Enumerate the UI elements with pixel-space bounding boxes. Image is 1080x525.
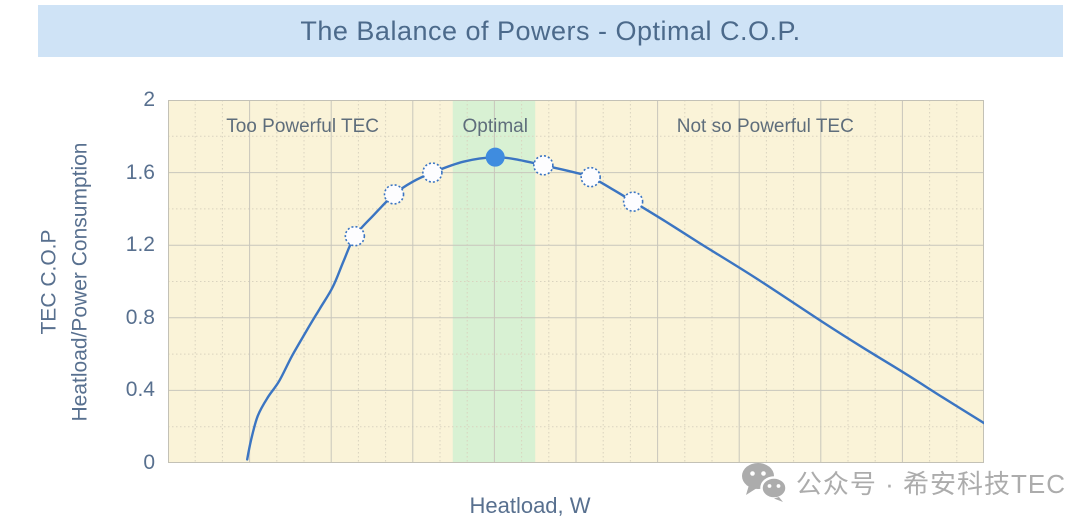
- plot-area: Too Powerful TEC Optimal Not so Powerful T…: [168, 100, 984, 463]
- cop-curve-chart: [168, 100, 984, 463]
- data-point-marker: [422, 162, 443, 183]
- watermark: 公众号 · 希安科技TEC: [741, 462, 1066, 502]
- chart-title-bar: The Balance of Powers - Optimal C.O.P.: [38, 5, 1063, 57]
- y-tick-label: 0.4: [125, 378, 155, 402]
- peak-marker: [485, 147, 505, 167]
- region-label: Not so Powerful TEC: [676, 116, 854, 138]
- data-point-marker: [533, 155, 554, 176]
- wechat-icon: [741, 463, 787, 502]
- data-point-marker: [622, 191, 644, 212]
- y-tick-label: 0.8: [125, 305, 155, 329]
- data-point-marker: [383, 184, 405, 205]
- region-label: Too Powerful TEC: [226, 116, 380, 138]
- y-tick-label: 2: [143, 88, 155, 111]
- watermark-text: 公众号 · 希安科技TEC: [795, 468, 1066, 499]
- region-label: Optimal: [462, 116, 528, 138]
- data-point-marker: [344, 225, 366, 247]
- y-tick-label: 0: [143, 451, 155, 474]
- y-tick-label: 1.6: [125, 160, 155, 184]
- chart-title: The Balance of Powers - Optimal C.O.P.: [300, 15, 801, 46]
- x-axis-label: Heatload, W: [469, 493, 591, 518]
- data-point-marker: [580, 166, 601, 188]
- y-axis-ticks: 0 0.4 0.8 1.2 1.6 2: [0, 88, 155, 474]
- y-tick-label: 1.2: [125, 233, 155, 257]
